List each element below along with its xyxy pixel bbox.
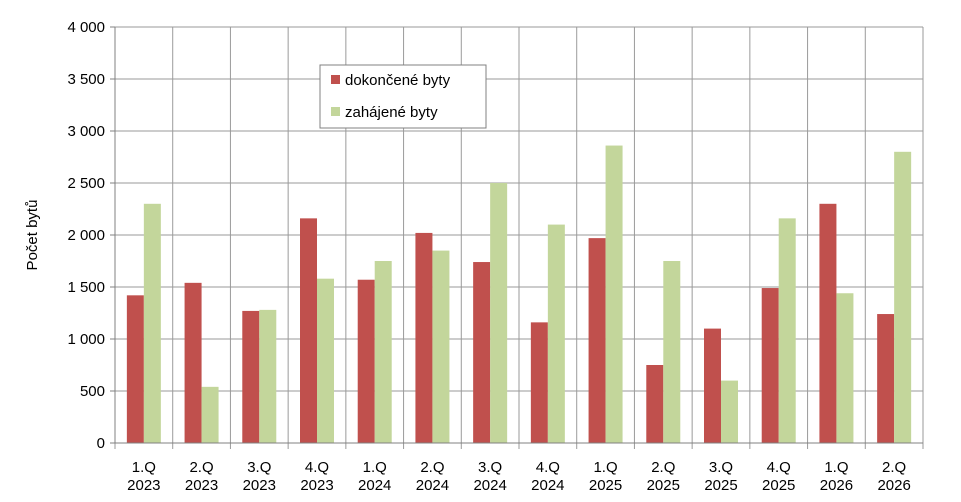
bar-zahajene xyxy=(143,203,161,443)
bar-dokoncene xyxy=(184,282,202,443)
y-tick-label: 2 500 xyxy=(67,175,105,192)
bar-dokoncene xyxy=(761,288,779,443)
bar-dokoncene xyxy=(357,279,375,443)
x-tick-label: 1.Q 2023 xyxy=(127,459,160,494)
bar-zahajene xyxy=(721,380,738,443)
legend-label-zahajene: zahájené byty xyxy=(345,104,438,121)
bar-dokoncene xyxy=(588,238,606,443)
x-tick-label: 3.Q 2024 xyxy=(473,459,506,494)
bar-dokoncene xyxy=(415,232,433,443)
bar-zahajene xyxy=(605,145,623,443)
y-tick-labels: 0 500 1 000 1 500 2 000 2 500 3 000 3 500 4 000 xyxy=(67,19,105,452)
legend-box xyxy=(319,64,487,129)
x-tick-label: 1.Q 2026 xyxy=(820,459,853,494)
x-tick-label: 2.Q 2026 xyxy=(877,459,910,494)
bar-zahajene xyxy=(778,218,796,443)
bars xyxy=(126,145,912,444)
bar-zahajene xyxy=(201,386,219,443)
y-tick-label: 1 000 xyxy=(67,331,105,348)
bar-zahajene xyxy=(490,183,508,443)
axes xyxy=(110,26,923,444)
bar-zahajene xyxy=(836,293,854,443)
y-tick-label: 0 xyxy=(97,435,105,452)
x-tick-label: 4.Q 2023 xyxy=(300,459,333,494)
bar-dokoncene xyxy=(126,295,144,443)
x-tick-label: 3.Q 2025 xyxy=(704,459,737,494)
x-tick-label: 4.Q 2025 xyxy=(762,459,795,494)
bar-dokoncene xyxy=(473,262,491,443)
x-tick-label: 2.Q 2023 xyxy=(185,459,218,494)
bar-dokoncene xyxy=(646,365,664,443)
bar-zahajene xyxy=(663,261,681,443)
legend-swatch-zahajene xyxy=(331,107,340,116)
bar-dokoncene xyxy=(300,218,317,443)
bar-zahajene xyxy=(547,224,565,443)
legend-label-dokoncene: dokončené byty xyxy=(345,72,451,89)
x-tick-label: 4.Q 2024 xyxy=(531,459,564,494)
bar-dokoncene xyxy=(530,322,548,443)
x-tick-label: 3.Q 2023 xyxy=(243,459,276,494)
bar-zahajene xyxy=(374,261,392,443)
legend: dokončené byty zahájené byty xyxy=(319,64,487,129)
x-tick-labels: 1.Q 2023 2.Q 2023 3.Q 2023 4.Q 2023 1.Q 2024 2.Q 20… xyxy=(127,459,911,494)
y-tick-label: 500 xyxy=(80,383,105,400)
x-tick-label: 2.Q 2024 xyxy=(416,459,449,494)
x-tick-label: 1.Q 2025 xyxy=(589,459,622,494)
y-tick-label: 3 000 xyxy=(67,123,105,140)
grid xyxy=(114,26,924,449)
y-tick-label: 4 000 xyxy=(67,19,105,36)
bar-dokoncene xyxy=(704,328,721,443)
x-tick-label: 1.Q 2024 xyxy=(358,459,391,494)
bar-zahajene xyxy=(259,309,277,443)
y-tick-label: 2 000 xyxy=(67,227,105,244)
bar-zahajene xyxy=(432,250,450,443)
bar-dokoncene xyxy=(819,203,837,443)
y-tick-label: 3 500 xyxy=(67,71,105,88)
bar-zahajene xyxy=(894,151,912,444)
y-axis-label: Počet bytů xyxy=(24,200,41,271)
bar-dokoncene xyxy=(242,310,260,443)
bar-dokoncene xyxy=(877,314,895,443)
x-tick-label: 2.Q 2025 xyxy=(647,459,680,494)
legend-swatch-dokoncene xyxy=(331,75,340,84)
y-tick-label: 1 500 xyxy=(67,279,105,296)
bar-zahajene xyxy=(317,278,334,443)
